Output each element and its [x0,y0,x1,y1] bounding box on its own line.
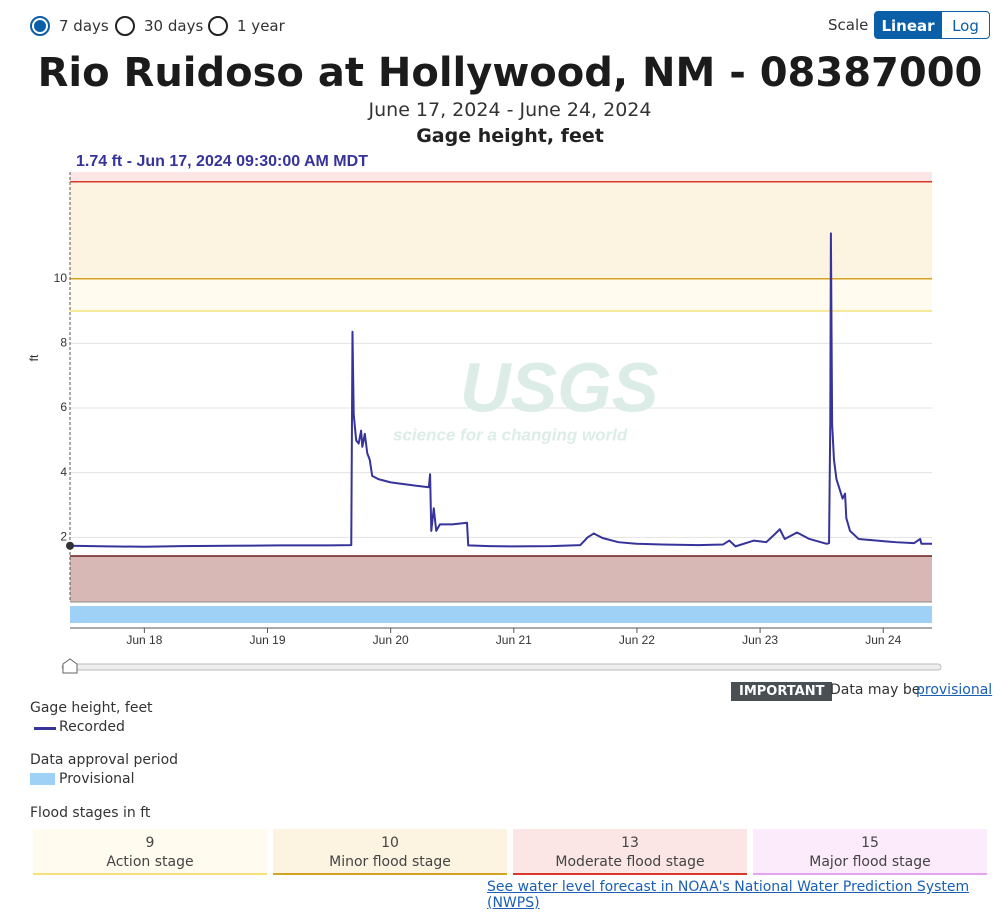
x-tick-label: Jun 24 [865,633,901,647]
legend-title: Data approval period [30,752,179,768]
flood-band [70,172,932,182]
y-axis-label: ft [27,354,41,361]
legend-title: Flood stages in ft [30,805,151,821]
important-badge: IMPORTANT [731,682,833,701]
flood-stage: 9 Action stage [33,829,267,875]
provisional-link[interactable]: provisional [916,682,993,698]
radio-label: 30 days [144,17,204,35]
slider-track [61,663,942,671]
legend-swatch [30,773,55,785]
y-tick-label: 10 [54,271,68,285]
x-tick-label: Jun 18 [126,633,162,647]
flood-band [70,278,932,312]
scale-button[interactable]: Linear [874,11,942,39]
notice-text: Data may be [830,682,921,698]
radio-label: 7 days [59,17,109,35]
slider-handle [62,658,78,674]
period-radio[interactable]: 1 year [208,16,285,36]
watermark: USGS [460,348,658,426]
y-tick-label: 4 [60,465,67,479]
legend-entry: Recorded [59,719,125,735]
flood-stage: 15 Major flood stage [753,829,987,875]
x-tick-label: Jun 20 [373,633,409,647]
x-tick-label: Jun 23 [742,633,778,647]
period-radio[interactable]: 30 days [115,16,203,36]
watermark: science for a changing world [393,425,628,444]
legend-title: Gage height, feet [30,700,153,716]
y-tick-label: 6 [60,400,67,414]
legend-entry: Provisional [59,771,135,787]
chart-title: Rio Ruidoso at Hollywood, NM - 08387000 [37,50,983,96]
scale-button[interactable]: Log [941,11,990,39]
highlight-point [66,541,74,550]
nwps-link[interactable]: See water level forecast in NOAA's Natio… [487,879,970,911]
chart-subtitle: June 17, 2024 - June 24, 2024 [368,99,652,121]
legend-swatch [34,727,56,730]
period-radio[interactable]: 7 days [30,16,109,36]
flood-stage: 10 Minor flood stage [273,829,507,875]
y-tick-label: 8 [60,336,67,350]
radio-dot [30,16,50,36]
radio-label: 1 year [237,17,285,35]
stage-value: 10 [381,835,399,851]
stage-label: Moderate flood stage [555,854,705,870]
low-band [70,556,932,602]
radio-dot [208,16,228,36]
flood-band [70,181,932,279]
y-title: Gage height, feet [416,125,604,147]
y-tick-label: 2 [60,530,67,544]
stage-label: Major flood stage [809,854,931,870]
stage-label: Minor flood stage [329,854,451,870]
x-tick-label: Jun 19 [250,633,286,647]
readout: 1.74 ft - Jun 17, 2024 09:30:00 AM MDT [76,153,368,170]
stage-value: 15 [861,835,879,851]
x-tick-label: Jun 22 [619,633,655,647]
flood-stage: 13 Moderate flood stage [513,829,747,875]
x-tick-label: Jun 21 [496,633,532,647]
scale-label: Scale [828,16,869,34]
radio-dot [115,16,135,36]
chart: 1.74 ft - Jun 17, 2024 09:30:00 AM MDT f… [27,153,942,674]
approval-bar [70,606,932,623]
stage-label: Action stage [106,854,194,870]
stage-value: 13 [621,835,639,851]
stage-value: 9 [145,835,155,851]
series-line [69,232,932,548]
